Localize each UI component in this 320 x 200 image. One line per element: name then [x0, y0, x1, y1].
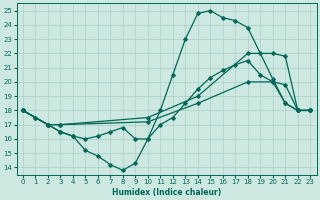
- X-axis label: Humidex (Indice chaleur): Humidex (Indice chaleur): [112, 188, 221, 197]
